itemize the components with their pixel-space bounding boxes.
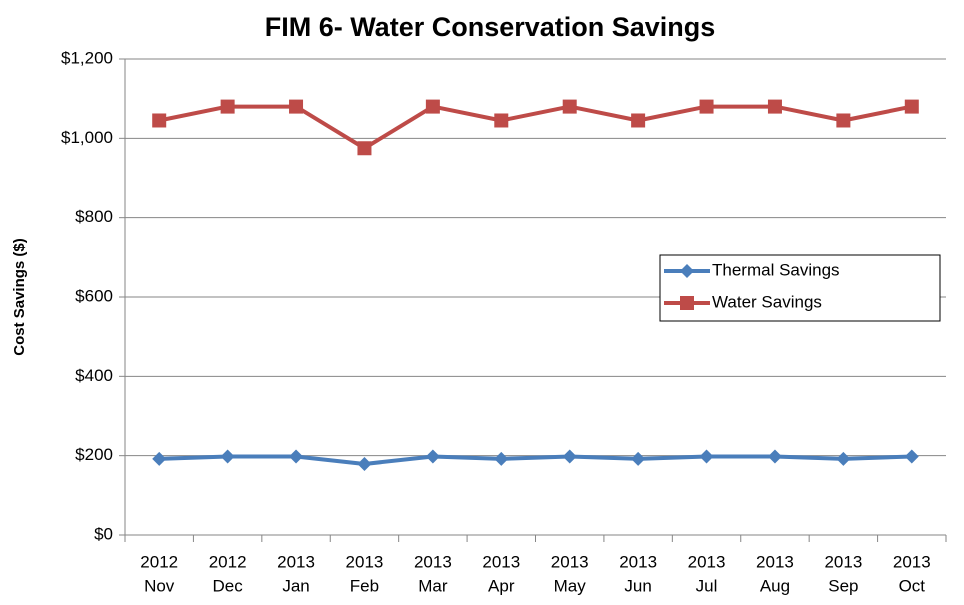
marker: [562, 449, 577, 464]
legend-label: Water Savings: [712, 292, 822, 311]
marker: [562, 99, 577, 114]
marker: [699, 449, 714, 464]
x-tick-label: 2013: [688, 552, 726, 571]
marker: [289, 99, 304, 114]
y-tick-label: $1,200: [61, 48, 113, 67]
marker: [357, 141, 372, 156]
y-tick-label: $600: [75, 286, 113, 305]
marker: [680, 296, 694, 310]
x-tick-label: 2013: [414, 552, 452, 571]
x-tick-label: May: [554, 576, 587, 595]
x-tick-label: 2013: [824, 552, 862, 571]
marker: [904, 449, 919, 464]
marker: [220, 449, 235, 464]
x-tick-label: 2012: [140, 552, 178, 571]
x-tick-label: Feb: [350, 576, 379, 595]
x-tick-label: Nov: [144, 576, 175, 595]
marker: [767, 99, 782, 114]
x-tick-label: 2013: [482, 552, 520, 571]
x-tick-label: 2013: [893, 552, 931, 571]
series-line: [158, 104, 913, 151]
x-tick-label: Mar: [418, 576, 448, 595]
x-tick-label: Aug: [760, 576, 790, 595]
marker: [425, 449, 440, 464]
y-tick-label: $1,000: [61, 128, 113, 147]
x-tick-label: 2013: [277, 552, 315, 571]
marker: [631, 451, 646, 466]
legend-box: [659, 254, 941, 322]
marker: [836, 451, 851, 466]
x-tick-label: 2013: [756, 552, 794, 571]
x-tick-label: 2013: [619, 552, 657, 571]
marker: [494, 113, 509, 128]
x-tick-label: 2012: [209, 552, 247, 571]
chart-title: FIM 6- Water Conservation Savings: [265, 12, 716, 42]
x-tick-label: Oct: [899, 576, 926, 595]
marker: [152, 113, 167, 128]
marker: [836, 113, 851, 128]
marker: [904, 99, 919, 114]
x-tick-label: Sep: [828, 576, 858, 595]
series-line: [159, 454, 912, 466]
marker: [494, 451, 509, 466]
y-tick-label: $800: [75, 207, 113, 226]
x-tick-label: 2013: [346, 552, 384, 571]
marker: [631, 113, 646, 128]
marker: [220, 99, 235, 114]
marker: [767, 449, 782, 464]
marker: [680, 264, 694, 278]
x-tick-label: Jun: [624, 576, 651, 595]
y-tick-label: $0: [94, 524, 113, 543]
y-axis-label: Cost Savings ($): [11, 238, 28, 356]
x-tick-label: Dec: [213, 576, 244, 595]
marker: [699, 99, 714, 114]
marker: [289, 449, 304, 464]
x-tick-label: Apr: [488, 576, 515, 595]
y-tick-label: $400: [75, 366, 113, 385]
marker: [152, 451, 167, 466]
x-tick-label: Jan: [282, 576, 309, 595]
x-tick-label: 2013: [551, 552, 589, 571]
legend-label: Thermal Savings: [712, 260, 840, 279]
y-tick-label: $200: [75, 445, 113, 464]
marker: [357, 456, 372, 471]
x-tick-label: Jul: [696, 576, 718, 595]
marker: [425, 99, 440, 114]
